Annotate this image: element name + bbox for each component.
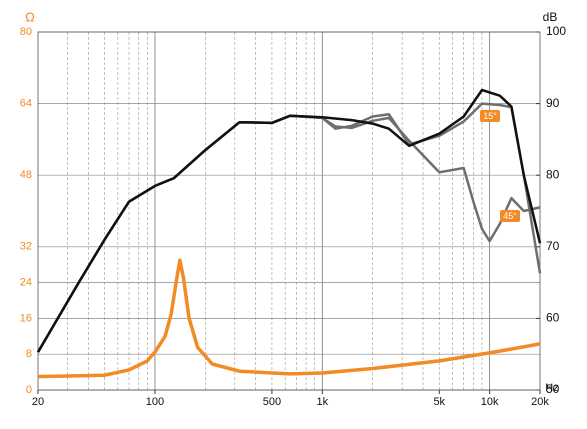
x-tick-label: 10k — [481, 396, 499, 408]
series-label-box — [480, 110, 500, 122]
y2-tick-label: 70 — [546, 239, 560, 253]
y2-tick-label: 60 — [546, 311, 560, 325]
y-tick-label: 0 — [26, 384, 32, 396]
y-axis-unit: Ω — [25, 9, 35, 24]
series-line — [37, 258, 541, 379]
y-tick-label: 16 — [20, 312, 32, 324]
series-label: 45° — [503, 211, 517, 221]
x-tick-label: 500 — [263, 396, 281, 408]
x-tick-label: 5k — [433, 396, 445, 408]
x-tick-label: 20 — [32, 396, 44, 408]
y-tick-label: 80 — [20, 26, 32, 38]
y2-tick-label: 100 — [546, 24, 566, 38]
y-tick-label: 32 — [20, 241, 32, 253]
y2-axis-unit: dB — [543, 10, 558, 24]
y2-tick-label: 80 — [546, 167, 560, 181]
series-label: 15° — [483, 111, 497, 121]
y-tick-label: 48 — [20, 169, 32, 181]
y2-tick-label: 90 — [546, 96, 560, 110]
x-tick-label: 100 — [146, 396, 164, 408]
y-tick-label: 24 — [20, 277, 32, 289]
y-tick-label: 8 — [26, 348, 32, 360]
x-tick-label: 20k — [531, 396, 549, 408]
plot-frame — [37, 31, 541, 391]
series-line — [36, 114, 541, 353]
y-tick-label: 64 — [20, 98, 32, 110]
series-label-box — [500, 210, 520, 222]
x-tick-label: 1k — [316, 396, 328, 408]
series-line — [36, 88, 542, 353]
x-axis-unit: Hz — [545, 382, 558, 394]
y2-tick-label: 50 — [546, 382, 560, 396]
